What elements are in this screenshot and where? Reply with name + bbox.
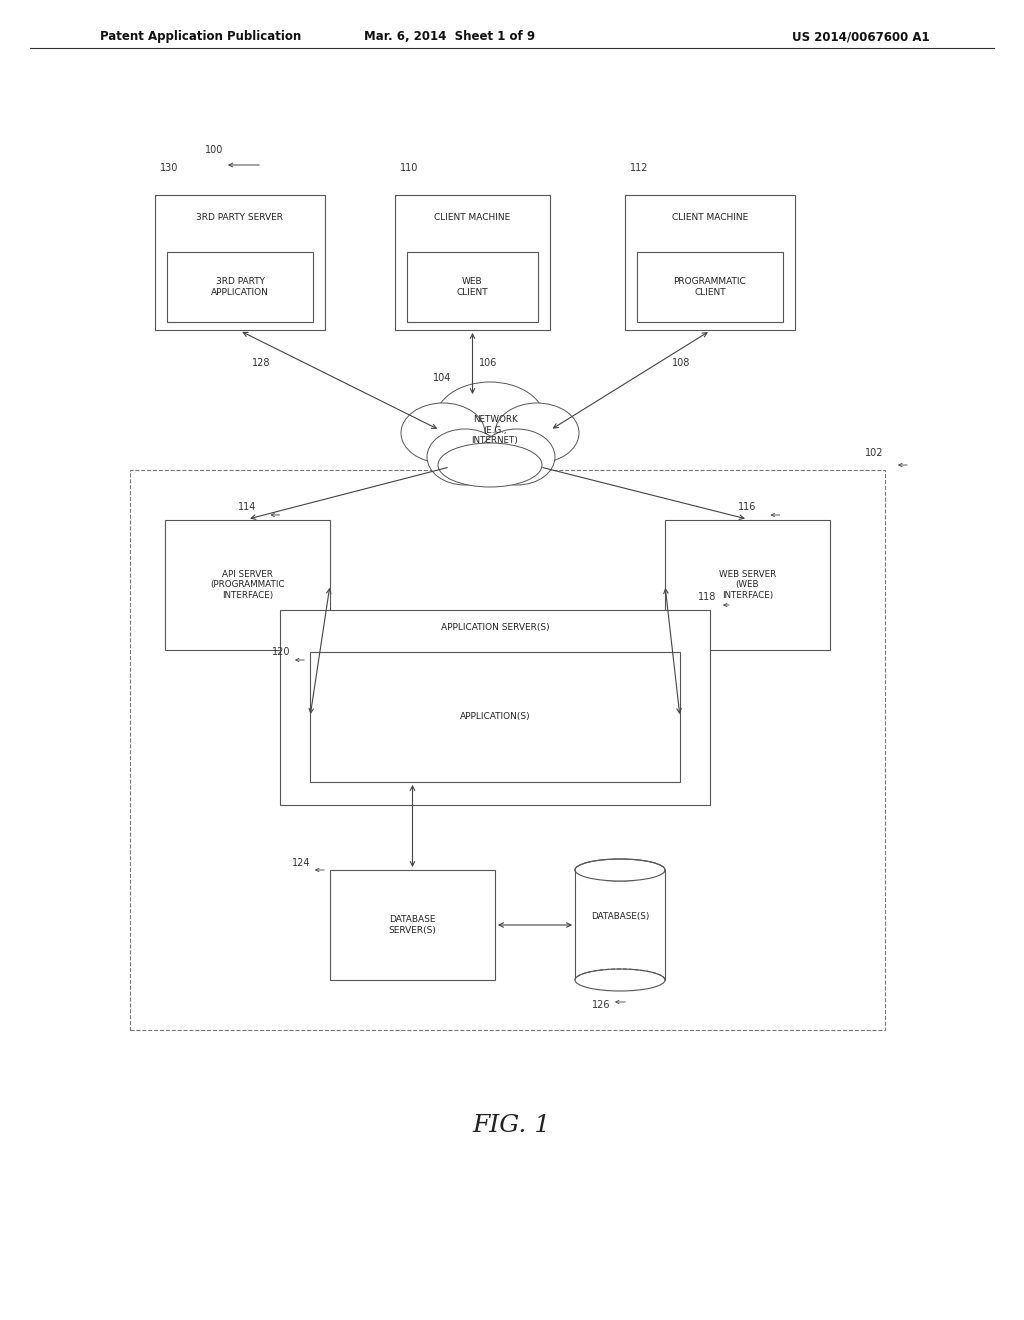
Text: 100: 100	[205, 145, 223, 154]
FancyBboxPatch shape	[665, 520, 830, 649]
Text: WEB SERVER
(WEB
INTERFACE): WEB SERVER (WEB INTERFACE)	[719, 570, 776, 599]
Text: 120: 120	[272, 647, 291, 657]
Ellipse shape	[575, 969, 665, 991]
Text: APPLICATION SERVER(S): APPLICATION SERVER(S)	[440, 623, 549, 632]
FancyBboxPatch shape	[625, 195, 795, 330]
FancyBboxPatch shape	[395, 195, 550, 330]
Ellipse shape	[495, 403, 579, 463]
FancyBboxPatch shape	[330, 870, 495, 979]
Text: 116: 116	[737, 502, 756, 512]
Text: 106: 106	[478, 359, 497, 368]
FancyBboxPatch shape	[130, 470, 885, 1030]
Text: 114: 114	[238, 502, 256, 512]
Ellipse shape	[575, 859, 665, 880]
Text: PROGRAMMATIC
CLIENT: PROGRAMMATIC CLIENT	[674, 277, 746, 297]
Text: WEB
CLIENT: WEB CLIENT	[457, 277, 488, 297]
Text: 102: 102	[864, 447, 883, 458]
Text: 112: 112	[630, 162, 648, 173]
Text: NETWORK
(E.G.,
INTERNET): NETWORK (E.G., INTERNET)	[472, 414, 518, 445]
FancyBboxPatch shape	[575, 870, 665, 979]
Ellipse shape	[438, 444, 542, 487]
Text: US 2014/0067600 A1: US 2014/0067600 A1	[793, 30, 930, 44]
Text: 108: 108	[672, 358, 690, 367]
Text: DATABASE(S): DATABASE(S)	[591, 912, 649, 921]
Text: Mar. 6, 2014  Sheet 1 of 9: Mar. 6, 2014 Sheet 1 of 9	[365, 30, 536, 44]
Text: Patent Application Publication: Patent Application Publication	[100, 30, 301, 44]
Ellipse shape	[427, 429, 503, 484]
Text: 3RD PARTY
APPLICATION: 3RD PARTY APPLICATION	[211, 277, 269, 297]
Text: CLIENT MACHINE: CLIENT MACHINE	[434, 213, 511, 222]
Text: 130: 130	[160, 162, 178, 173]
FancyBboxPatch shape	[167, 252, 313, 322]
Text: 128: 128	[252, 358, 270, 367]
FancyBboxPatch shape	[165, 520, 330, 649]
Text: 104: 104	[433, 374, 452, 383]
Text: 126: 126	[592, 1001, 610, 1010]
Text: CLIENT MACHINE: CLIENT MACHINE	[672, 213, 749, 222]
Text: 110: 110	[400, 162, 419, 173]
Text: 3RD PARTY SERVER: 3RD PARTY SERVER	[197, 213, 284, 222]
FancyBboxPatch shape	[155, 195, 325, 330]
Text: DATABASE
SERVER(S): DATABASE SERVER(S)	[388, 915, 436, 935]
Text: FIG. 1: FIG. 1	[473, 1114, 551, 1137]
Text: 118: 118	[698, 591, 717, 602]
Ellipse shape	[435, 381, 545, 458]
Ellipse shape	[401, 403, 485, 463]
FancyBboxPatch shape	[637, 252, 783, 322]
Text: API SERVER
(PROGRAMMATIC
INTERFACE): API SERVER (PROGRAMMATIC INTERFACE)	[210, 570, 285, 599]
FancyBboxPatch shape	[280, 610, 710, 805]
FancyBboxPatch shape	[407, 252, 538, 322]
FancyBboxPatch shape	[310, 652, 680, 781]
FancyBboxPatch shape	[575, 869, 664, 880]
Text: APPLICATION(S): APPLICATION(S)	[460, 713, 530, 722]
Ellipse shape	[479, 429, 555, 484]
Text: 124: 124	[292, 858, 310, 869]
